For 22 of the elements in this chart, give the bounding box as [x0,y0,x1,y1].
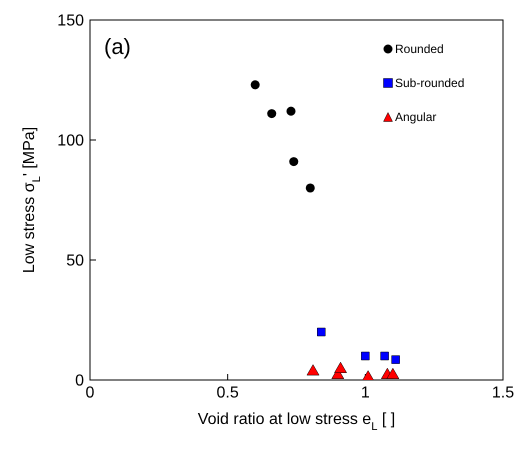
legend-label: Sub-rounded [395,76,464,90]
x-tick-label: 0.5 [216,384,239,402]
point [289,157,298,166]
point [334,362,347,373]
y-tick-label: 100 [57,132,84,150]
point [386,368,400,379]
point [362,370,374,380]
y-tick-label: 0 [75,372,84,390]
y-tick-label: 150 [57,12,84,30]
point [306,364,320,376]
y-tick-label: 50 [66,252,84,270]
x-tick-label: 1 [360,384,370,402]
point [306,183,315,193]
point [267,109,276,118]
x-axis-title: Void ratio at low stress e$_{L}$ [ ] [198,411,396,433]
x-tick-label: 1.5 [492,384,514,402]
point [250,80,260,90]
point [286,106,296,116]
annotation: (a) [104,34,131,59]
legend-label: Angular [395,110,436,124]
point [317,328,326,336]
legend-label: Rounded [395,42,444,56]
